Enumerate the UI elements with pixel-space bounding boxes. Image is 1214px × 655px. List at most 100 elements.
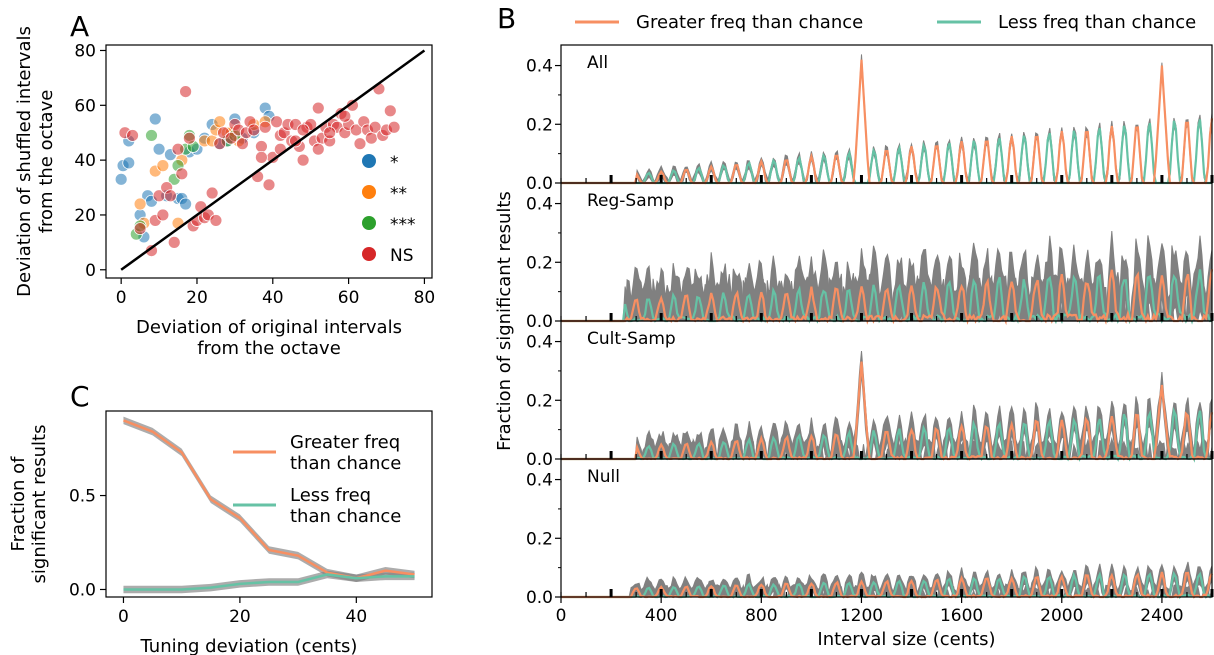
panel-b-line-stack: 0.0 0.2 0.4 All 0.0 0.2 0.4 Reg-Samp 0.0 0.2 0.4 Cu… xyxy=(494,12,1214,650)
x-tick-label: 60 xyxy=(338,288,360,308)
y-tick-label: 0.2 xyxy=(526,529,553,549)
legend-marker-star2 xyxy=(362,185,376,199)
legend-marker-star3 xyxy=(362,216,376,230)
legend-marker-ns xyxy=(362,247,376,261)
x-tick-label: 40 xyxy=(262,288,284,308)
x-tick-label: 800 xyxy=(745,606,777,626)
panel-c-letter: C xyxy=(70,380,90,413)
point-ns xyxy=(179,85,193,98)
y-tick-label: 80 xyxy=(74,41,96,61)
point-ns xyxy=(296,123,310,137)
y-tick-label: 0.4 xyxy=(526,195,553,215)
point-ns xyxy=(209,214,223,227)
x-axis-label: Interval size (cents) xyxy=(817,629,995,650)
subpanel-label: All xyxy=(587,53,608,73)
y-axis-label: Deviation of shuffled intervals xyxy=(14,26,35,297)
x-tick-label: 0 xyxy=(116,288,127,308)
y-tick-label: 0.2 xyxy=(526,391,553,411)
point-ns xyxy=(171,142,185,156)
x-tick-label: 1200 xyxy=(840,606,883,626)
subpanel-all: 0.0 0.2 0.4 All xyxy=(526,44,1214,194)
point-star3 xyxy=(145,129,158,142)
point-ns xyxy=(126,129,139,142)
point-ns xyxy=(213,137,227,151)
ci-band xyxy=(561,54,1213,184)
point-ns xyxy=(270,115,283,129)
point-ns xyxy=(167,235,181,249)
point-ns xyxy=(258,120,272,134)
y-axis-label: from the octave xyxy=(36,90,57,234)
panel-a-letter: A xyxy=(70,10,89,43)
y-tick-label: 0.0 xyxy=(526,450,553,470)
legend-marker-star1 xyxy=(362,154,376,168)
point-ns xyxy=(262,178,276,192)
point-ns xyxy=(164,189,177,203)
point-star2 xyxy=(213,115,227,129)
series-line-greater xyxy=(123,419,415,580)
y-tick-label: 0.2 xyxy=(526,253,553,273)
legend-label: ** xyxy=(390,184,407,204)
point-ns xyxy=(323,126,337,140)
legend-label: Greater freq than chance xyxy=(636,12,863,33)
legend-label: *** xyxy=(390,215,416,235)
point-ns xyxy=(255,150,268,164)
x-tick-label: 40 xyxy=(346,607,368,627)
subpanel-label: Cult-Samp xyxy=(587,329,676,349)
y-tick-label: 0.0 xyxy=(526,174,553,194)
series-line-less xyxy=(123,573,415,591)
legend-label: * xyxy=(390,153,399,173)
point-ns xyxy=(387,120,401,134)
point-ns xyxy=(353,137,367,151)
y-tick-label: 20 xyxy=(74,206,96,226)
x-axis-label: from the octave xyxy=(197,338,341,359)
y-tick-label: 0.4 xyxy=(526,333,553,353)
point-ns xyxy=(296,153,310,167)
x-tick-label: 400 xyxy=(645,606,677,626)
identity-line xyxy=(120,49,426,271)
y-tick-label: 0.0 xyxy=(526,312,553,332)
subpanel-reg-samp: 0.0 0.2 0.4 Reg-Samp xyxy=(526,182,1214,332)
y-axis-label: significant results xyxy=(29,425,50,584)
y-tick-label: 0.4 xyxy=(526,471,553,491)
x-tick-label: 20 xyxy=(229,607,251,627)
plot-frame xyxy=(105,44,433,279)
point-ns xyxy=(145,244,158,257)
series-line-greater xyxy=(561,59,1214,185)
subpanel-cult-samp: 0.0 0.2 0.4 Cult-Samp xyxy=(526,320,1214,470)
x-tick-label: 0 xyxy=(556,606,567,626)
point-ns xyxy=(311,142,325,156)
point-star2 xyxy=(156,159,170,173)
legend-label: Less freq than chance xyxy=(998,12,1196,33)
point-ns xyxy=(224,131,238,145)
point-ns xyxy=(255,140,268,153)
point-ns xyxy=(345,98,359,112)
x-tick-label: 2000 xyxy=(1040,606,1083,626)
point-ns xyxy=(364,131,378,145)
subpanel-label: Reg-Samp xyxy=(587,191,674,211)
point-star1 xyxy=(148,112,162,126)
point-star1 xyxy=(152,142,166,156)
point-ns xyxy=(133,222,147,236)
point-ns xyxy=(311,101,325,115)
y-axis-label: Fraction of xyxy=(8,456,29,552)
x-axis-label: Deviation of original intervals xyxy=(136,317,402,338)
y-tick-label: 60 xyxy=(74,96,96,116)
x-tick-label: 1600 xyxy=(940,606,983,626)
point-star1 xyxy=(114,172,128,186)
point-ns xyxy=(289,134,302,148)
x-axis-label: Tuning deviation (cents) xyxy=(140,636,358,655)
x-tick-label: 2400 xyxy=(1140,606,1183,626)
point-ns xyxy=(338,109,352,123)
y-tick-label: 0 xyxy=(85,261,96,281)
panel-b-letter: B xyxy=(497,2,516,35)
y-tick-label: 0.0 xyxy=(526,588,553,608)
point-ns xyxy=(205,186,219,200)
point-ns xyxy=(175,167,189,181)
y-tick-label: 40 xyxy=(74,151,96,171)
legend-label: than chance xyxy=(290,453,401,474)
point-ns xyxy=(182,131,196,145)
y-tick-label: 0.5 xyxy=(69,487,96,507)
